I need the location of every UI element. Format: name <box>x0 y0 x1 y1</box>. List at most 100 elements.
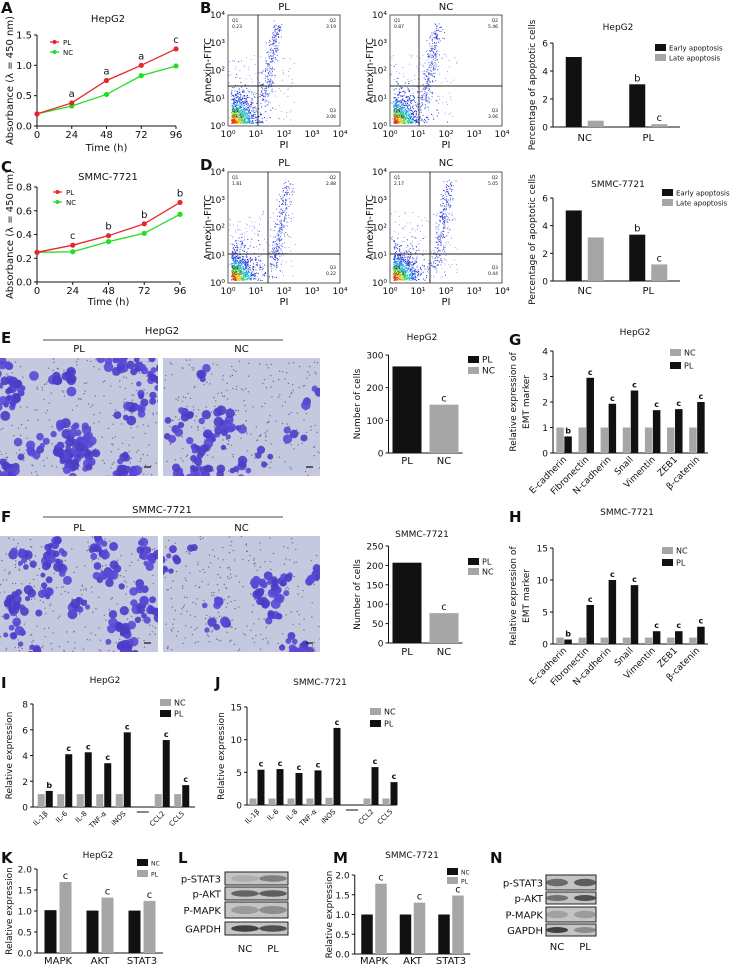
event-dot <box>413 95 415 97</box>
event-dot <box>285 191 287 193</box>
event-dot <box>397 260 399 262</box>
event-dot <box>286 234 288 236</box>
event-dot <box>425 220 427 222</box>
event-dot <box>417 244 419 245</box>
event-dot <box>444 263 446 265</box>
pore <box>102 381 104 383</box>
event-dot <box>449 200 451 202</box>
event-dot <box>240 244 242 246</box>
event-dot <box>404 279 406 281</box>
event-dot <box>280 249 282 251</box>
event-dot <box>276 263 278 265</box>
event-dot <box>280 228 282 230</box>
event-dot <box>410 122 412 124</box>
stained-cell <box>112 367 121 376</box>
pore <box>142 424 145 426</box>
event-dot <box>444 228 446 229</box>
event-dot <box>404 259 405 261</box>
stained-cell <box>104 358 113 366</box>
event-dot <box>416 266 418 268</box>
event-dot <box>259 84 261 86</box>
event-dot <box>408 80 410 82</box>
event-dot <box>424 74 425 76</box>
event-dot <box>236 118 238 120</box>
event-dot <box>397 267 399 269</box>
event-dot <box>238 273 240 275</box>
event-dot <box>428 260 430 262</box>
event-dot <box>251 115 253 117</box>
event-dot <box>406 263 408 265</box>
event-dot <box>393 273 395 275</box>
event-dot <box>443 224 445 226</box>
event-dot <box>444 193 446 195</box>
event-dot <box>408 112 410 114</box>
event-dot <box>242 233 243 235</box>
event-dot <box>278 230 280 231</box>
event-dot <box>397 121 399 123</box>
event-dot <box>428 79 430 81</box>
event-dot <box>269 65 271 67</box>
event-dot <box>231 269 233 271</box>
event-dot <box>422 114 424 116</box>
event-dot <box>435 267 437 269</box>
event-dot <box>446 195 448 197</box>
event-dot <box>405 104 407 106</box>
event-dot <box>238 100 240 102</box>
event-dot <box>260 254 262 256</box>
event-dot <box>438 38 440 40</box>
event-dot <box>439 234 441 236</box>
event-dot <box>400 254 402 256</box>
event-dot <box>236 269 238 271</box>
event-dot <box>411 254 412 256</box>
event-dot <box>274 276 275 278</box>
event-dot <box>278 105 280 106</box>
event-dot <box>246 256 248 258</box>
event-dot <box>395 104 397 106</box>
event-dot <box>437 235 439 237</box>
event-dot <box>237 96 239 98</box>
event-dot <box>428 57 430 59</box>
event-dot <box>393 114 395 116</box>
event-dot <box>393 97 395 99</box>
event-dot <box>272 91 274 93</box>
event-dot <box>277 264 278 266</box>
event-dot <box>246 95 248 97</box>
quadrant-percent: 0.22 <box>326 271 336 277</box>
event-dot <box>430 61 432 63</box>
event-dot <box>276 215 278 217</box>
event-dot <box>393 276 395 278</box>
event-dot <box>412 212 414 213</box>
event-dot <box>412 120 414 122</box>
event-dot <box>263 95 265 97</box>
event-dot <box>235 122 237 124</box>
event-dot <box>239 93 241 95</box>
event-dot <box>436 25 438 27</box>
stained-cell <box>85 440 94 448</box>
event-dot <box>253 109 255 111</box>
event-dot <box>409 251 410 252</box>
event-dot <box>268 100 270 102</box>
event-dot <box>430 113 432 115</box>
event-dot <box>432 93 434 95</box>
event-dot <box>415 118 417 120</box>
event-dot <box>393 231 395 233</box>
event-dot <box>429 64 431 66</box>
event-dot <box>235 115 237 117</box>
event-dot <box>394 278 396 280</box>
event-dot <box>239 121 241 123</box>
event-dot <box>236 276 238 278</box>
event-dot <box>243 94 245 96</box>
event-dot <box>230 219 231 221</box>
event-dot <box>402 259 404 261</box>
event-dot <box>240 105 241 107</box>
event-dot <box>237 277 239 279</box>
event-dot <box>409 114 411 116</box>
event-dot <box>265 59 267 61</box>
event-dot <box>240 95 242 97</box>
event-dot <box>237 273 239 275</box>
event-dot <box>454 57 456 59</box>
event-dot <box>430 67 432 69</box>
event-dot <box>245 112 247 114</box>
event-dot <box>399 271 401 273</box>
event-dot <box>248 110 250 112</box>
